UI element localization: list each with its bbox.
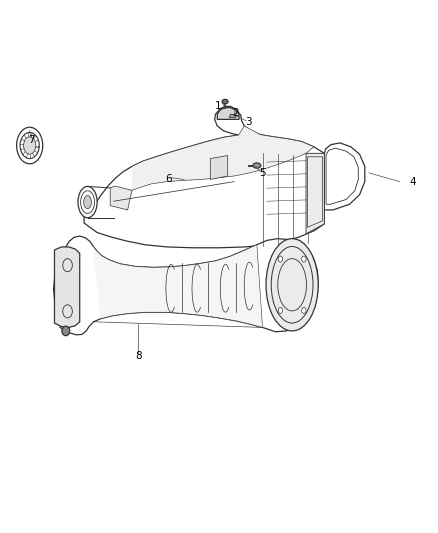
Ellipse shape xyxy=(266,239,318,331)
Polygon shape xyxy=(132,126,314,190)
Ellipse shape xyxy=(302,308,306,313)
Ellipse shape xyxy=(302,256,306,262)
Polygon shape xyxy=(230,114,237,118)
Polygon shape xyxy=(53,236,318,335)
Ellipse shape xyxy=(17,127,43,164)
Text: 2: 2 xyxy=(232,108,238,118)
Text: 8: 8 xyxy=(135,351,142,361)
Polygon shape xyxy=(324,143,365,210)
Text: 1: 1 xyxy=(214,101,221,111)
Polygon shape xyxy=(217,108,239,119)
Polygon shape xyxy=(210,156,228,180)
Ellipse shape xyxy=(84,196,92,208)
Polygon shape xyxy=(306,154,324,234)
Ellipse shape xyxy=(24,137,36,154)
Text: 4: 4 xyxy=(410,176,416,187)
Text: 7: 7 xyxy=(28,135,34,146)
Ellipse shape xyxy=(278,256,283,262)
Text: 3: 3 xyxy=(245,117,252,127)
Polygon shape xyxy=(84,107,324,248)
Polygon shape xyxy=(110,186,132,210)
Ellipse shape xyxy=(62,326,70,336)
Polygon shape xyxy=(93,245,262,327)
Ellipse shape xyxy=(278,308,283,313)
Ellipse shape xyxy=(78,187,97,218)
Ellipse shape xyxy=(253,163,261,168)
Text: 5: 5 xyxy=(259,168,266,178)
Polygon shape xyxy=(54,247,80,327)
Text: 6: 6 xyxy=(166,174,172,184)
Ellipse shape xyxy=(222,99,228,104)
